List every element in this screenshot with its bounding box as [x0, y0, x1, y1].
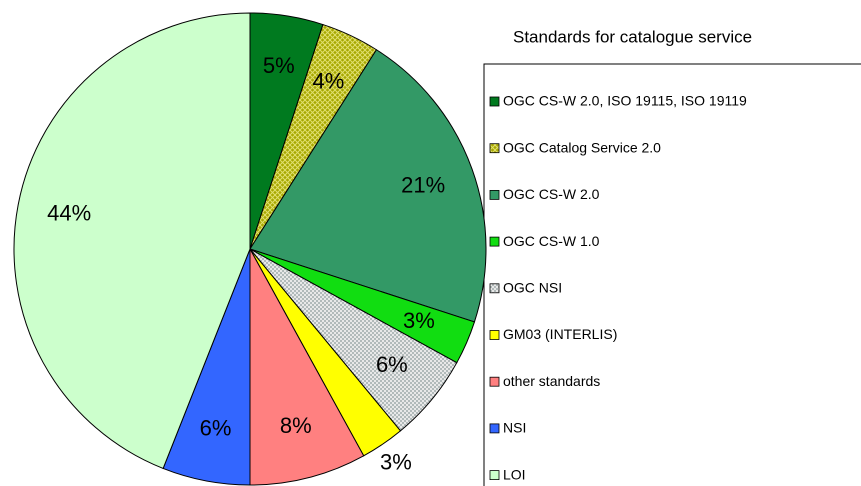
data-label: 8%	[280, 413, 312, 438]
data-label: 3%	[380, 450, 412, 475]
legend-box	[483, 63, 861, 486]
data-label: 5%	[263, 53, 295, 78]
legend-swatch	[489, 376, 500, 387]
legend-label: GM03 (INTERLIS)	[503, 326, 617, 342]
data-label: 44%	[47, 200, 91, 225]
legend-label: OGC CS-W 2.0	[503, 186, 600, 202]
pie-slice	[249, 49, 487, 323]
legend-swatch	[489, 236, 500, 247]
legend-swatch	[489, 143, 500, 154]
legend-label: NSI	[503, 420, 526, 436]
data-label: 6%	[200, 416, 232, 441]
legend-swatch	[489, 96, 500, 107]
legend-swatch	[489, 470, 500, 481]
pie-slice	[13, 12, 251, 470]
legend-swatch	[489, 283, 500, 294]
legend-label: OGC Catalog Service 2.0	[503, 139, 661, 155]
data-label: 4%	[312, 68, 344, 93]
data-label: 21%	[401, 172, 445, 197]
data-label: 6%	[376, 352, 408, 377]
legend-swatch	[489, 423, 500, 434]
data-label: 3%	[403, 308, 435, 333]
legend-label: other standards	[503, 373, 600, 389]
chart-title: Standards for catalogue service	[513, 27, 752, 46]
legend-swatch	[489, 330, 500, 340]
legend-label: OGC CS-W 2.0, ISO 19115, ISO 19119	[503, 93, 747, 109]
legend-label: LOI	[503, 466, 526, 482]
legend-label: OGC NSI	[503, 280, 562, 296]
pie-slice	[249, 248, 365, 486]
legend-swatch	[489, 189, 500, 200]
legend-label: OGC CS-W 1.0	[503, 233, 600, 249]
